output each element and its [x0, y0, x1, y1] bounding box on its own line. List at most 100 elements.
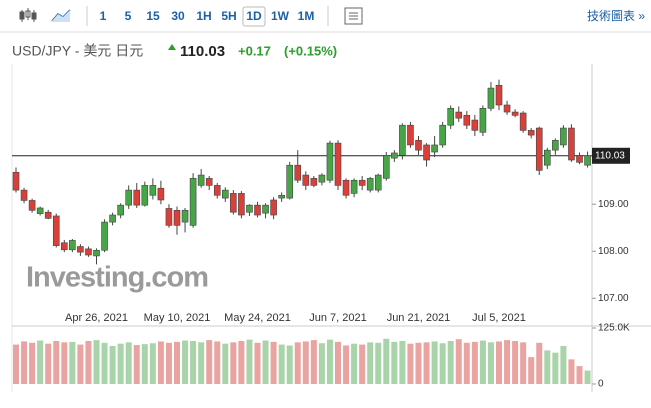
volume-bar — [214, 341, 221, 384]
candle-body — [552, 139, 559, 151]
volume-bar — [455, 339, 462, 384]
volume-bar — [479, 340, 486, 384]
current-price-label: 110.03 — [595, 150, 625, 161]
volume-bar — [367, 342, 374, 384]
candle-body — [423, 144, 430, 161]
candle-body — [173, 210, 181, 226]
candle-body — [69, 240, 76, 251]
candle-body — [117, 204, 124, 216]
watermark: Investing.com — [26, 262, 208, 294]
volume-bar — [560, 345, 567, 384]
interval-button[interactable]: 5H — [221, 9, 236, 23]
y-tick-label: 107.00 — [598, 293, 629, 304]
candle-body — [12, 171, 20, 191]
interval-button[interactable]: 5 — [125, 9, 132, 23]
volume-bar — [85, 340, 92, 384]
candle-icon[interactable] — [19, 8, 37, 22]
candle-body — [101, 221, 108, 251]
candle-body — [382, 155, 390, 179]
candle-body — [20, 189, 28, 201]
volume-bar — [141, 344, 148, 384]
candle-body — [36, 207, 44, 214]
candle-body — [286, 164, 294, 199]
volume-bar — [359, 344, 366, 384]
volume-bar — [149, 343, 156, 384]
candle-body — [60, 242, 68, 251]
candle-body — [511, 111, 519, 116]
candle-body — [415, 139, 422, 151]
candle-body — [576, 155, 583, 163]
volume-bar — [69, 341, 76, 384]
volume-bar — [544, 350, 551, 384]
candle-body — [447, 107, 455, 126]
volume-bar — [568, 359, 575, 384]
volume-bar — [439, 343, 446, 384]
x-tick-label: Jun 7, 2021 — [309, 312, 367, 324]
volume-bar — [399, 340, 406, 384]
candle-body — [439, 124, 446, 146]
candle-body — [302, 174, 310, 186]
volume-bar — [504, 340, 511, 384]
volume-bar — [447, 340, 454, 384]
candle-body — [374, 174, 382, 191]
volume-bar — [512, 340, 519, 384]
candle-body — [189, 178, 197, 226]
volume-bar — [576, 366, 583, 384]
x-tick-label: May 24, 2021 — [224, 312, 291, 324]
volume-bar — [326, 339, 333, 384]
volume-bar — [270, 341, 277, 384]
volume-bar — [528, 357, 535, 384]
candle-body — [326, 142, 334, 181]
candle-body — [391, 152, 398, 159]
volume-bar — [37, 340, 44, 384]
candle-body — [334, 142, 342, 186]
candle-body — [519, 112, 527, 131]
volume-bar — [310, 340, 317, 384]
interval-button[interactable]: 1W — [271, 9, 290, 23]
volume-bar — [206, 340, 213, 384]
candle-body — [149, 185, 157, 196]
interval-button[interactable]: 1D — [246, 9, 262, 23]
interval-button[interactable]: 1 — [100, 9, 107, 23]
chart-link[interactable]: 技術圖表 » — [587, 9, 645, 23]
interval-button[interactable]: 1H — [196, 9, 211, 23]
y-tick-label: 109.00 — [598, 199, 629, 210]
active-button-frame — [242, 6, 266, 27]
volume-bar — [238, 340, 245, 384]
volume-bar — [182, 340, 189, 384]
settings-icon[interactable] — [344, 7, 363, 25]
candle-body — [246, 204, 253, 213]
candle-body — [535, 127, 543, 171]
interval-button[interactable]: 30 — [171, 9, 185, 23]
volume-bar — [407, 343, 414, 384]
volume-bar — [45, 343, 52, 384]
volume-bar — [133, 345, 140, 384]
candle-body — [254, 204, 261, 216]
volume-bar — [463, 342, 470, 384]
x-tick-label: Jul 5, 2021 — [472, 312, 526, 324]
volume-bar — [471, 341, 478, 384]
candle-body — [471, 119, 479, 131]
candle-body — [479, 107, 487, 133]
candle-body — [495, 84, 503, 106]
line-icon[interactable] — [51, 9, 71, 22]
interval-button[interactable]: 1M — [298, 9, 315, 23]
volume-bar — [109, 345, 116, 384]
candle-body — [230, 193, 237, 213]
candle-body — [407, 124, 414, 146]
volume-bar — [391, 341, 398, 384]
interval-button[interactable]: 15 — [146, 9, 160, 23]
volume-bar — [278, 344, 285, 384]
candle-body — [222, 189, 229, 199]
candle-body — [342, 179, 350, 196]
candle-body — [238, 193, 245, 216]
volume-bar — [423, 342, 430, 384]
volume-bar — [335, 341, 341, 384]
volume-bar — [286, 345, 293, 384]
change-pct: (+0.15%) — [284, 43, 337, 58]
volume-bar — [198, 342, 205, 384]
candle-body — [463, 115, 471, 126]
volume-bar — [117, 343, 124, 384]
